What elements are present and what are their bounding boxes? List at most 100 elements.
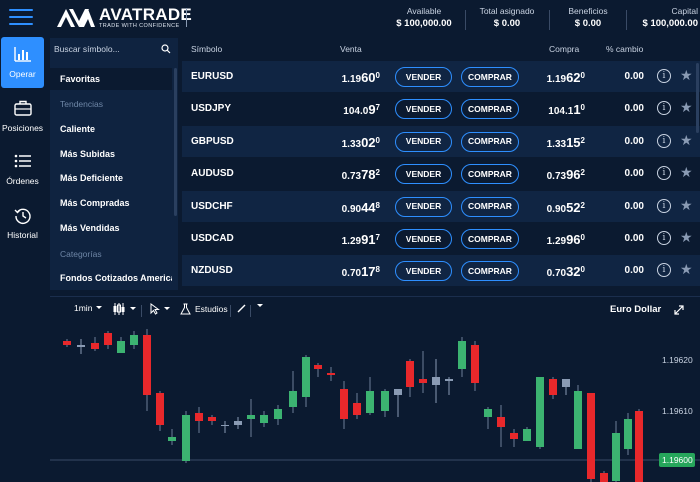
buy-button[interactable]: COMPRAR [461, 131, 519, 152]
price-label: 1.19620 [662, 355, 693, 365]
sell-button[interactable]: VENDER [395, 67, 452, 87]
expand-icon[interactable] [674, 305, 684, 315]
table-scrollbar[interactable] [696, 63, 699, 133]
account-label: Total asignado [479, 6, 535, 16]
percent-change: 0.00 [624, 200, 644, 212]
sell-button[interactable]: VENDER [395, 196, 452, 217]
sell-price-fraction: 7 [375, 103, 380, 113]
nav-historial[interactable]: Historial [1, 198, 44, 249]
interval-selector[interactable]: 1min [74, 303, 103, 313]
category-favorites[interactable]: Favoritas [50, 68, 172, 90]
divider [549, 10, 550, 30]
search-icon[interactable] [161, 44, 171, 54]
candle-body [406, 361, 414, 387]
table-row[interactable]: GBPUSD 1.33020 VENDER COMPRAR 1.33152 0.00 i ★ [182, 125, 700, 157]
buy-price-fraction: 2 [580, 168, 585, 178]
category-most-bought[interactable]: Más Compradas [60, 198, 130, 208]
percent-change: 0.00 [624, 103, 644, 115]
sell-price: 0.70178 [330, 264, 380, 279]
table-row[interactable]: NZDUSD 0.70178 VENDER COMPRAR 0.70320 0.00 i ★ [182, 255, 700, 287]
studies-button[interactable]: Estudios [180, 303, 228, 315]
favorite-star-icon[interactable]: ★ [680, 67, 693, 83]
column-buy: Compra [549, 44, 580, 54]
sell-button[interactable]: VENDER [395, 229, 452, 249]
column-change: % cambio [606, 44, 644, 54]
nav-posiciones[interactable]: Posiciones [1, 91, 44, 142]
cursor-selector[interactable] [150, 303, 171, 315]
candle-body [221, 425, 229, 426]
menu-icon[interactable] [9, 7, 33, 27]
buy-button[interactable]: COMPRAR [461, 229, 519, 249]
table-row[interactable]: EURUSD 1.19600 VENDER COMPRAR 1.19620 0.00 i ★ [182, 61, 700, 92]
symbol-name: USDCHF [191, 200, 233, 212]
category-us-etfs[interactable]: Fondos Cotizados Americanos [60, 273, 172, 283]
buy-button[interactable]: COMPRAR [461, 196, 519, 217]
buy-button[interactable]: COMPRAR [461, 99, 519, 120]
category-top-losers[interactable]: Más Deficiente [60, 173, 124, 183]
sell-button[interactable]: VENDER [395, 131, 452, 152]
nav-ordenes[interactable]: Órdenes [1, 144, 44, 195]
category-hot[interactable]: Caliente [60, 124, 96, 134]
buy-price-pips: 52 [566, 199, 581, 215]
candle-body [497, 417, 505, 427]
draw-tool[interactable] [237, 303, 247, 313]
nav-operar[interactable]: Operar [1, 37, 44, 88]
table-row[interactable]: USDCHF 0.90448 VENDER COMPRAR 0.90522 0.00 i ★ [182, 190, 700, 222]
toolbar-divider [250, 305, 251, 317]
sell-button[interactable]: VENDER [395, 261, 452, 282]
sell-price-prefix: 0.73 [341, 171, 362, 183]
current-price-label: 1.19600 [662, 455, 693, 465]
buy-price-pips: 96 [566, 232, 581, 247]
table-row[interactable]: USDJPY 104.097 VENDER COMPRAR 104.110 0.00 i ★ [182, 93, 700, 125]
candle-body [182, 415, 190, 461]
candle-body [419, 379, 427, 383]
info-icon[interactable]: i [657, 263, 671, 278]
table-row[interactable]: AUDUSD 0.73782 VENDER COMPRAR 0.73962 0.00 i ★ [182, 158, 700, 190]
sell-button[interactable]: VENDER [395, 99, 452, 120]
info-icon[interactable]: i [657, 101, 671, 116]
favorite-star-icon[interactable]: ★ [680, 131, 693, 148]
info-icon[interactable]: i [657, 133, 671, 148]
sell-price-prefix: 0.90 [341, 203, 362, 215]
category-top-gainers[interactable]: Más Subidas [60, 149, 116, 159]
buy-button[interactable]: COMPRAR [461, 164, 519, 185]
info-icon[interactable]: i [657, 198, 671, 213]
flask-icon [180, 303, 191, 315]
account-label: Available [406, 6, 442, 16]
draw-tool-menu[interactable] [256, 303, 264, 309]
chart-type-selector[interactable] [112, 303, 137, 315]
sell-price-pips: 78 [361, 167, 376, 183]
favorite-star-icon[interactable]: ★ [680, 196, 693, 213]
table-row[interactable]: USDCAD 1.29917 VENDER COMPRAR 1.29960 0.00 i ★ [182, 223, 700, 254]
info-icon[interactable]: i [657, 231, 671, 245]
sell-price-prefix: 104.0 [343, 106, 369, 118]
pencil-icon [237, 304, 246, 313]
nav-label: Historial [7, 230, 38, 240]
percent-change: 0.00 [624, 168, 644, 180]
symbol-name: NZDUSD [191, 265, 233, 277]
candle-body [587, 393, 595, 479]
buy-button[interactable]: COMPRAR [461, 261, 519, 282]
candle-body [353, 403, 361, 415]
info-icon[interactable]: i [657, 166, 671, 181]
sell-price: 1.29917 [330, 232, 380, 247]
buy-price-prefix: 1.33 [546, 138, 567, 150]
sell-price-fraction: 8 [375, 265, 380, 275]
buy-price: 0.70320 [533, 264, 585, 279]
favorite-star-icon[interactable]: ★ [680, 229, 693, 245]
candle-body [91, 343, 99, 349]
sell-button[interactable]: VENDER [395, 164, 452, 185]
favorite-star-icon[interactable]: ★ [680, 164, 693, 181]
info-icon[interactable]: i [657, 69, 671, 83]
search-input[interactable] [54, 42, 158, 56]
candle-body [394, 389, 402, 395]
favorite-star-icon[interactable]: ★ [680, 99, 693, 116]
category-most-sold[interactable]: Más Vendidas [60, 223, 120, 233]
nav-label: Órdenes [6, 176, 39, 186]
buy-price-fraction: 0 [580, 71, 585, 80]
category-scrollbar[interactable] [174, 68, 177, 216]
candlestick-chart[interactable]: 1.19620 1.19610 1.19600 [50, 321, 700, 482]
left-navigation: Operar Posiciones Órdenes Historial [0, 36, 46, 482]
buy-button[interactable]: COMPRAR [461, 67, 519, 87]
favorite-star-icon[interactable]: ★ [680, 261, 693, 278]
